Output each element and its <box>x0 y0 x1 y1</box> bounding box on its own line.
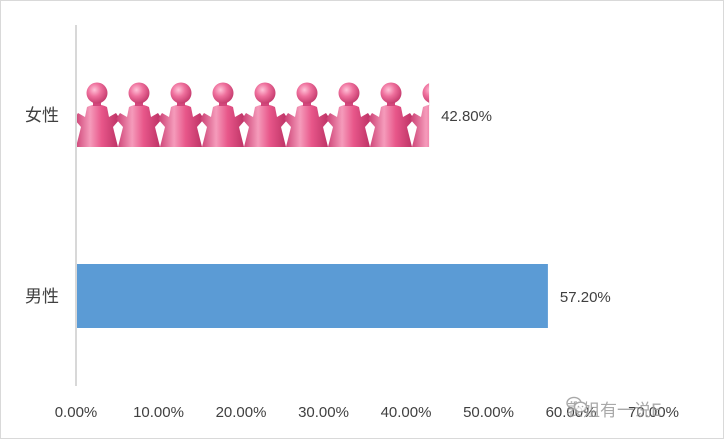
woman-icon <box>77 82 120 147</box>
x-tick-label: 0.00% <box>55 404 98 421</box>
x-tick-label: 10.00% <box>133 404 184 421</box>
category-label: 男性 <box>25 287 59 307</box>
data-label: 57.20% <box>560 289 611 306</box>
woman-icon <box>200 82 246 147</box>
watermark: 表姐有一说E <box>566 396 662 421</box>
woman-icon <box>158 82 204 147</box>
x-tick-label: 40.00% <box>381 404 432 421</box>
data-label: 42.80% <box>441 108 492 125</box>
category-label: 女性 <box>25 106 59 126</box>
woman-icon <box>242 82 288 147</box>
bar <box>77 264 548 328</box>
x-tick-label: 50.00% <box>463 404 514 421</box>
woman-icon <box>284 82 330 147</box>
woman-icon <box>326 82 372 147</box>
x-tick-label: 20.00% <box>216 404 267 421</box>
woman-icon <box>116 82 162 147</box>
woman-icon <box>368 82 414 147</box>
pictograph-bar <box>77 82 430 147</box>
x-tick-label: 70.00% <box>628 404 679 421</box>
woman-icon <box>410 83 430 147</box>
watermark-text: 表姐有一说E <box>566 401 662 421</box>
x-tick-label: 30.00% <box>298 404 349 421</box>
wechat-icon <box>566 396 588 413</box>
